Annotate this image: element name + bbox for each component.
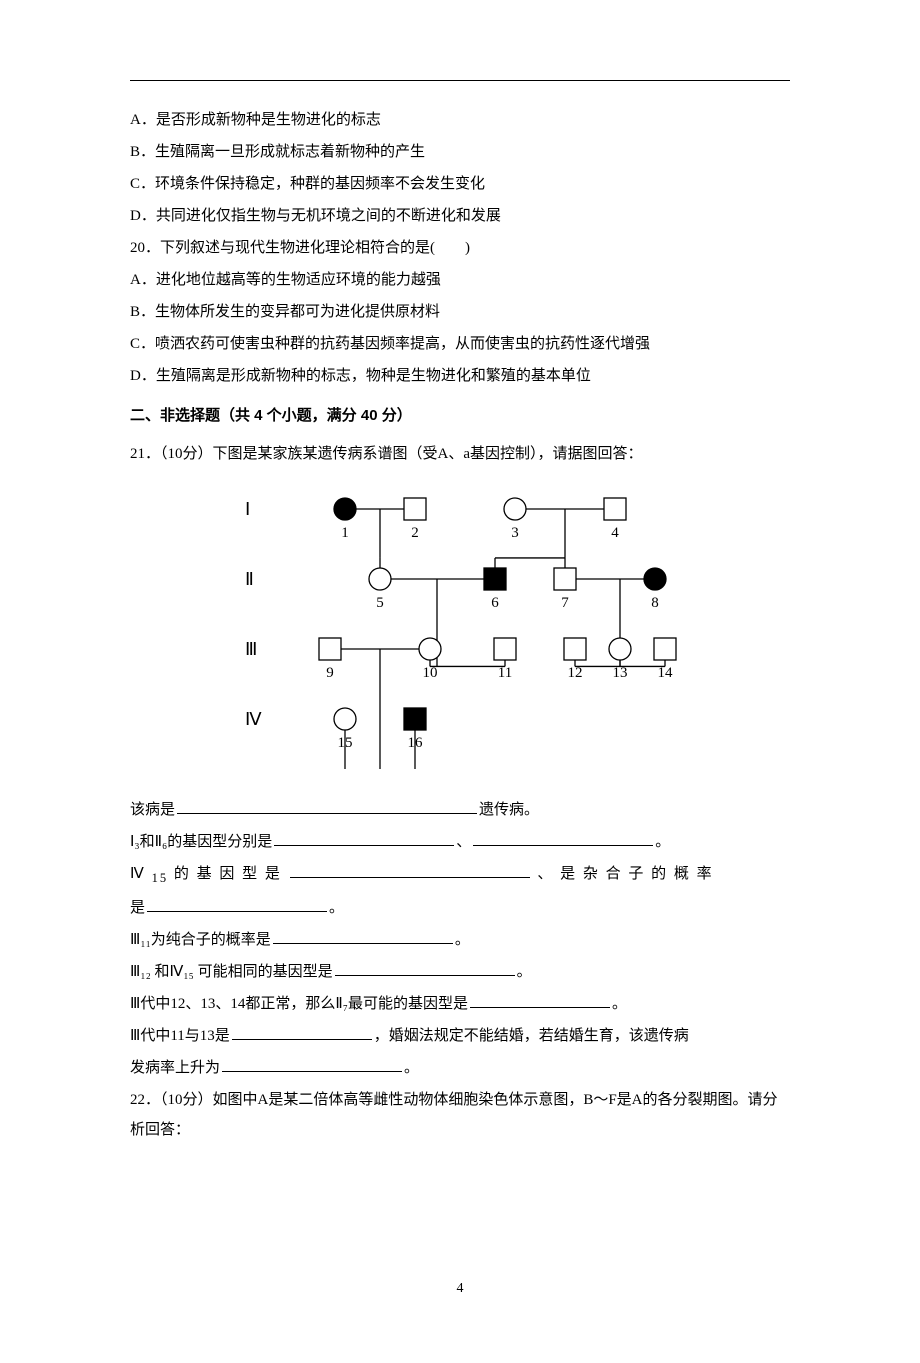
header-rule <box>130 80 790 81</box>
q21-line3: Ⅳ 15 的 基 因 型 是 、 是 杂 合 子 的 概 率 <box>130 859 790 891</box>
svg-text:Ⅲ: Ⅲ <box>245 639 257 659</box>
svg-text:14: 14 <box>658 665 674 681</box>
svg-text:8: 8 <box>651 595 659 611</box>
blank <box>470 992 610 1008</box>
blank <box>473 830 653 846</box>
blank <box>274 830 454 846</box>
blank <box>147 896 327 912</box>
svg-text:9: 9 <box>326 665 334 681</box>
q20-stem: 20．下列叙述与现代生物进化理论相符合的是( ) <box>130 233 790 263</box>
q21-l7b: ，婚姻法规定不能结婚，若结婚生育，该遗传病 <box>374 1028 689 1044</box>
q21-l3a-sub: 15 <box>152 871 169 885</box>
q21-l5a: Ⅲ₁₂ 和Ⅳ₁₅ 可能相同的基因型是 <box>130 964 333 980</box>
q21-l1a: 该病是 <box>130 802 175 818</box>
q19-option-d: D．共同进化仅指生物与无机环境之间的不断进化和发展 <box>130 201 790 231</box>
svg-text:11: 11 <box>498 665 512 681</box>
q21-l1b: 遗传病。 <box>479 802 539 818</box>
q21-l7c: 发病率上升为 <box>130 1060 220 1076</box>
q21-line6: Ⅲ代中12、13、14都正常，那么Ⅱ₇最可能的基因型是 。 <box>130 989 790 1019</box>
q19-option-a: A．是否形成新物种是生物进化的标志 <box>130 105 790 135</box>
q19-option-c: C．环境条件保持稳定，种群的基因频率不会发生变化 <box>130 169 790 199</box>
svg-text:Ⅳ: Ⅳ <box>245 709 262 729</box>
q21-l4b: 。 <box>455 932 470 948</box>
svg-text:12: 12 <box>568 665 583 681</box>
svg-text:3: 3 <box>511 525 519 541</box>
q21-l3a: Ⅳ <box>130 866 152 882</box>
q21-l6b: 。 <box>612 996 627 1012</box>
q19-option-b: B．生殖隔离一旦形成就标志着新物种的产生 <box>130 137 790 167</box>
q21-l7d: 。 <box>404 1060 419 1076</box>
q21-l4a: Ⅲ₁₁为纯合子的概率是 <box>130 932 271 948</box>
blank <box>232 1024 372 1040</box>
q21-l3d: 。 <box>329 900 344 916</box>
q21-line4: Ⅲ₁₁为纯合子的概率是 。 <box>130 925 790 955</box>
q20-option-a: A．进化地位越高等的生物适应环境的能力越强 <box>130 265 790 295</box>
blank <box>290 862 530 878</box>
svg-text:7: 7 <box>561 595 569 611</box>
q21-l2c: 。 <box>655 834 670 850</box>
q21-l5b: 。 <box>517 964 532 980</box>
q20-option-b: B．生物体所发生的变异都可为进化提供原材料 <box>130 297 790 327</box>
q21-l3c: 是 <box>130 900 145 916</box>
q21-line7: Ⅲ代中11与13是 ，婚姻法规定不能结婚，若结婚生育，该遗传病 <box>130 1021 790 1051</box>
q21-line2: Ⅰ₃和Ⅱ₆的基因型分别是 、 。 <box>130 827 790 857</box>
blank <box>335 960 515 976</box>
q21-line7b: 发病率上升为 。 <box>130 1053 790 1083</box>
svg-text:10: 10 <box>423 665 438 681</box>
blank <box>222 1056 402 1072</box>
blank <box>177 798 477 814</box>
pedigree-diagram: ⅠⅡⅢⅣ12345678910111213141516 <box>130 479 790 769</box>
svg-text:16: 16 <box>408 735 424 751</box>
section-2-title: 二、非选择题（共 4 个小题，满分 40 分） <box>130 401 790 431</box>
q21-l7a: Ⅲ代中11与13是 <box>130 1028 230 1044</box>
q20-option-d: D．生殖隔离是形成新物种的标志，物种是生物进化和繁殖的基本单位 <box>130 361 790 391</box>
svg-text:Ⅰ: Ⅰ <box>245 499 250 519</box>
q21-line1: 该病是 遗传病。 <box>130 795 790 825</box>
svg-text:15: 15 <box>338 735 353 751</box>
svg-text:4: 4 <box>611 525 619 541</box>
q21-l3b: 、 是 杂 合 子 的 概 率 <box>532 866 714 882</box>
q21-l6a: Ⅲ代中12、13、14都正常，那么Ⅱ₇最可能的基因型是 <box>130 996 468 1012</box>
svg-text:Ⅱ: Ⅱ <box>245 569 254 589</box>
svg-text:5: 5 <box>376 595 384 611</box>
q22-stem: 22．（10分）如图中A是某二倍体高等雌性动物体细胞染色体示意图，B～F是A的各… <box>130 1085 790 1145</box>
q20-option-c: C．喷洒农药可使害虫种群的抗药基因频率提高，从而使害虫的抗药性逐代增强 <box>130 329 790 359</box>
q21-l2a: Ⅰ₃和Ⅱ₆的基因型分别是 <box>130 834 272 850</box>
q21-line3b: 是。 <box>130 893 790 923</box>
svg-text:1: 1 <box>341 525 349 541</box>
page-number: 4 <box>130 1275 790 1303</box>
svg-text:6: 6 <box>491 595 499 611</box>
svg-text:2: 2 <box>411 525 419 541</box>
q21-line5: Ⅲ₁₂ 和Ⅳ₁₅ 可能相同的基因型是 。 <box>130 957 790 987</box>
svg-text:13: 13 <box>613 665 628 681</box>
q21-stem: 21．（10分）下图是某家族某遗传病系谱图（受A、a基因控制），请据图回答： <box>130 439 790 469</box>
blank <box>273 928 453 944</box>
q21-l2b: 、 <box>456 834 471 850</box>
q21-l3a-tail: 的 基 因 型 是 <box>168 866 288 882</box>
